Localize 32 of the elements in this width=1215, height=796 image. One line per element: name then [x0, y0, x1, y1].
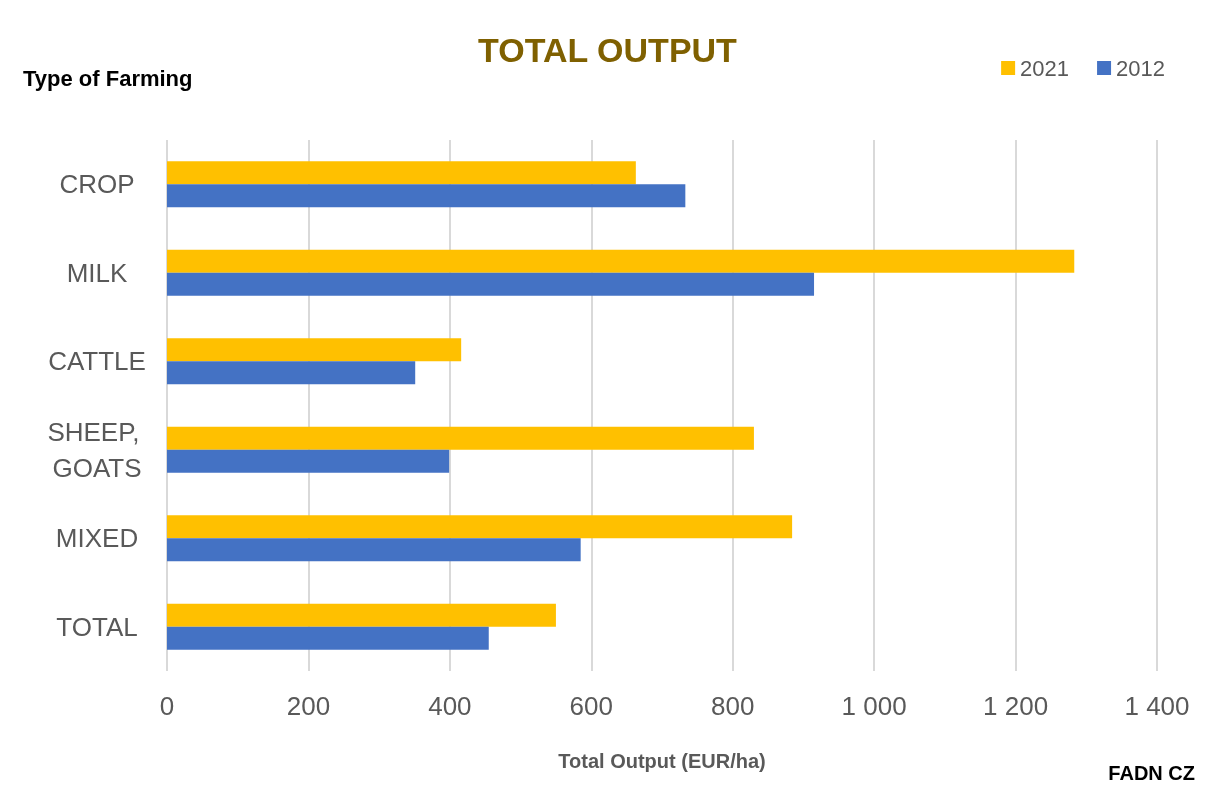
bar: [167, 184, 686, 208]
bar: [167, 272, 815, 296]
y-tick-label: TOTAL: [56, 611, 138, 642]
bar: [167, 603, 556, 627]
x-tick-label: 1 400: [1124, 691, 1190, 721]
x-tick-label: 400: [428, 691, 472, 721]
y-tick-label: CATTLE: [48, 346, 146, 377]
x-tick-label: 800: [711, 691, 755, 721]
x-tick-label: 0: [159, 691, 175, 721]
chart-title: TOTAL OUTPUT: [478, 31, 738, 69]
bar: [167, 249, 1075, 273]
y-tick-label: MIXED: [55, 523, 139, 554]
text: FADN CZ: [1108, 762, 1196, 784]
bar: [167, 161, 636, 185]
bar: [167, 449, 450, 473]
bar: [167, 538, 581, 562]
y-axis-title: Type of Farming: [23, 65, 193, 91]
x-axis-title: Total Output (EUR/ha): [558, 750, 766, 772]
bar: [167, 338, 462, 362]
y-tick-label: SHEEP, GOATS: [47, 416, 147, 483]
bar: [167, 626, 489, 650]
bar: [167, 426, 754, 450]
x-tick-label: 1 200: [983, 691, 1049, 721]
legend-label: 2012: [1116, 55, 1166, 81]
x-tick-label: 600: [569, 691, 613, 721]
bar: [167, 515, 793, 539]
x-tick-label: 200: [286, 691, 331, 721]
bar: [167, 361, 416, 385]
y-tick-label: MILK: [66, 257, 128, 288]
legend-label: 2021: [1020, 55, 1070, 81]
y-tick-label: CROP: [59, 169, 135, 200]
x-tick-label: 1 000: [841, 691, 907, 721]
